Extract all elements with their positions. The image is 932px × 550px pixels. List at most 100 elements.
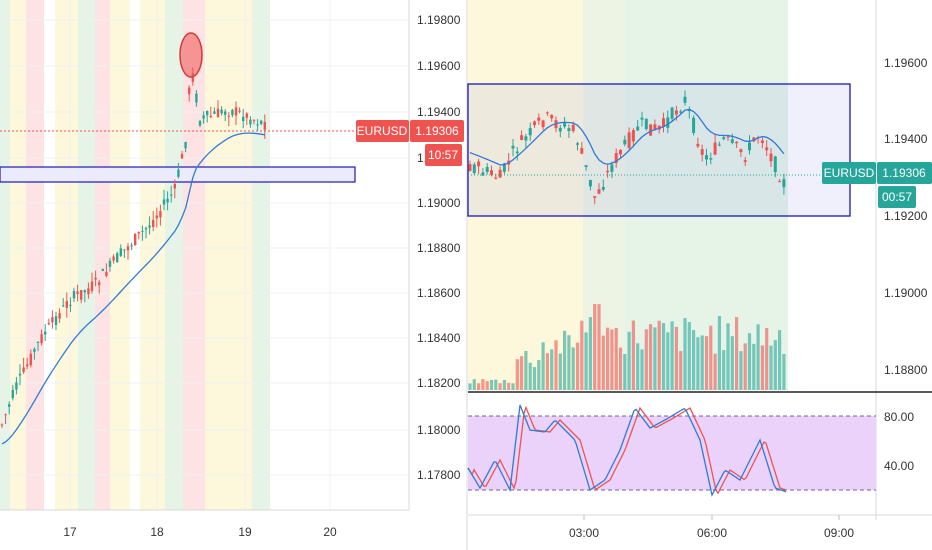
price-tick: 1.18000	[417, 423, 461, 437]
candle-body	[588, 179, 592, 187]
candle-body	[709, 158, 713, 160]
candle-body	[65, 301, 68, 308]
candle-body	[87, 288, 90, 295]
price-tick: 1.18800	[417, 241, 461, 255]
candle-body	[700, 149, 704, 155]
left-price-label: EURUSD 1.19306 10:57	[356, 120, 464, 166]
volume-bar	[778, 330, 782, 390]
volume-bar	[575, 342, 580, 390]
candle-body	[640, 117, 644, 120]
volume-bar	[554, 340, 558, 390]
volume-bar	[760, 345, 764, 390]
volume-bar	[614, 327, 618, 390]
candle-body	[601, 187, 605, 190]
volume-bar	[687, 322, 691, 390]
right-symbol-label: EURUSD	[824, 166, 875, 180]
spike-high-circle[interactable]	[179, 32, 203, 78]
candle-body	[58, 313, 61, 319]
right-time-axis: 03:00 06:00 09:00	[569, 515, 854, 540]
volume-bar	[739, 351, 743, 390]
candle-body	[722, 137, 726, 140]
session-shade	[228, 0, 252, 510]
price-tick: 1.19800	[417, 13, 461, 27]
volume-bar	[580, 320, 584, 390]
candle-body	[206, 110, 209, 116]
candle-body	[765, 147, 769, 151]
candle-body	[760, 140, 764, 144]
volume-bar	[601, 335, 605, 390]
candle-body	[623, 139, 627, 145]
candle-body	[26, 364, 29, 367]
volume-bar	[696, 337, 700, 390]
candle-body	[76, 291, 79, 294]
right-price-label: EURUSD 1.19306 00:57	[822, 162, 932, 208]
candle-body	[216, 108, 220, 118]
volume-bar	[528, 362, 532, 390]
volume-bar	[468, 383, 472, 390]
session-shade	[205, 0, 228, 510]
candle-body	[528, 128, 532, 136]
candle-body	[782, 179, 786, 188]
candle-body	[213, 111, 216, 114]
candle-body	[735, 141, 739, 144]
volume-bar	[627, 331, 631, 390]
candle-body	[524, 136, 528, 141]
candle-body	[44, 331, 47, 335]
price-tick: 1.18800	[884, 363, 928, 377]
candle-body	[773, 156, 777, 173]
candle-body	[502, 163, 506, 172]
date-tick: 17	[63, 525, 77, 539]
stoch-tick: 80.00	[884, 410, 914, 424]
candle-body	[606, 170, 610, 173]
candle-body	[231, 109, 234, 116]
candle-body	[116, 253, 119, 263]
candle-body	[252, 120, 256, 122]
price-tick: 1.18200	[417, 376, 461, 390]
candle-body	[130, 245, 133, 247]
session-shade	[0, 0, 10, 510]
candle-body	[8, 404, 11, 407]
candle-body	[653, 124, 657, 130]
candle-body	[666, 117, 670, 128]
candle-body	[614, 153, 618, 164]
right-symbol-label-bg	[822, 162, 876, 184]
volume-bar	[649, 324, 653, 390]
volume-bar	[606, 327, 610, 390]
candle-body	[15, 382, 18, 390]
candle-body	[597, 189, 601, 194]
volume-bar	[717, 316, 721, 390]
volume-bar	[618, 347, 623, 390]
volume-bar	[747, 333, 752, 390]
left-last-price-bg	[410, 120, 464, 142]
left-session-shading	[0, 0, 270, 510]
session-shade	[55, 0, 78, 510]
volume-bar	[726, 323, 730, 390]
volume-bar	[773, 340, 777, 390]
candle-body	[62, 305, 65, 307]
time-tick: 09:00	[824, 526, 854, 540]
session-shade	[78, 0, 95, 510]
candle-body	[195, 93, 198, 103]
candle-body	[769, 153, 773, 162]
session-shade	[165, 0, 183, 510]
candle-body	[679, 111, 683, 113]
volume-bar	[494, 379, 498, 390]
candle-body	[22, 367, 25, 373]
session-shade	[468, 0, 583, 390]
candle-body	[670, 107, 674, 119]
candle-body	[260, 120, 263, 124]
volume-bar	[472, 379, 476, 390]
candle-body	[18, 373, 22, 376]
right-range-box[interactable]	[467, 83, 851, 217]
price-tick: 1.17800	[417, 468, 461, 482]
time-tick: 03:00	[569, 526, 599, 540]
candle-body	[33, 348, 36, 352]
candle-body	[80, 290, 83, 300]
volume-bar	[558, 353, 562, 390]
right-last-price-bg	[877, 162, 932, 184]
stoch-d-line	[467, 405, 787, 495]
candle-body	[662, 118, 665, 127]
price-tick: 1.18600	[417, 286, 461, 300]
price-tick: 1.19200	[884, 209, 928, 223]
session-shade	[10, 0, 26, 510]
